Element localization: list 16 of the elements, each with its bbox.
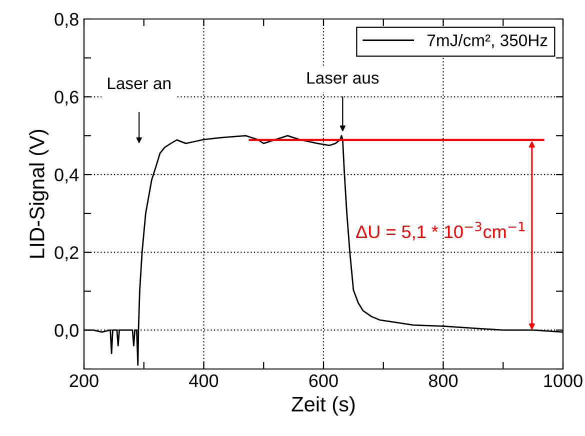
y-axis-title: LID-Signal (V) (29, 130, 48, 258)
y-tick-label: 0,4 (54, 168, 79, 184)
x-tick-label: 1000 (544, 374, 582, 388)
legend-label: 7mJ/cm², 350Hz (428, 34, 548, 48)
x-axis-title: Zeit (s) (292, 396, 355, 416)
y-tick-label: 0,6 (54, 90, 78, 106)
y-tick-label: 0,2 (54, 246, 78, 262)
annotation: Laser aus (307, 72, 379, 84)
x-tick-label: 800 (428, 374, 458, 388)
annotation: ΔU = 5,1 * 10$^{−3}$cm$^{−1}$ (356, 222, 524, 240)
x-tick-label: 600 (309, 374, 338, 388)
y-tick-label: 0,0 (54, 324, 78, 339)
y-tick-label: 0,8 (54, 12, 78, 28)
annotation: Laser an (108, 78, 170, 90)
x-tick-label: 400 (189, 374, 218, 388)
x-tick-label: 200 (70, 374, 98, 388)
